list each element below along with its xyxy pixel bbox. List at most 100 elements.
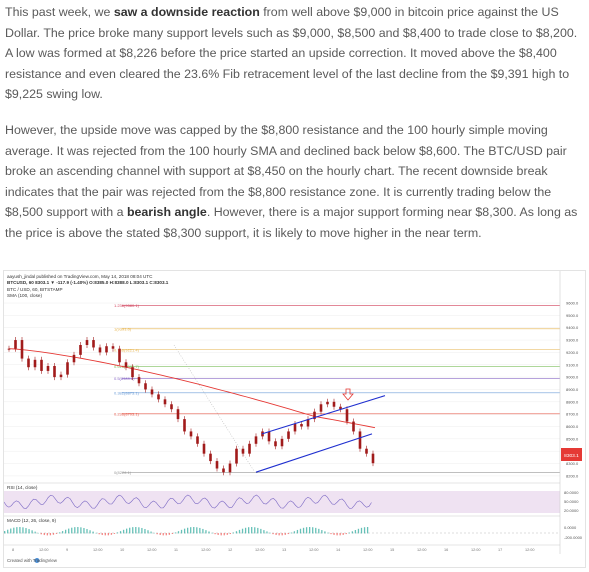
macd-bar [98,533,100,535]
macd-bar [251,527,253,534]
time-tick-label: 12:00 [201,548,211,552]
macd-bar [293,531,296,534]
candle [46,365,50,371]
price-tick-label: 9200.0 [566,350,579,355]
macd-bar [86,529,88,534]
macd-bar [13,527,15,534]
macd-tick-label: -200.0000 [564,535,583,540]
candle [85,340,89,345]
macd-bar [235,531,238,534]
btcusd-chart: aayush_jindal published on TradingView.c… [3,271,583,563]
macd-bar [150,531,152,534]
macd-bar [80,527,82,534]
macd-bar [327,532,329,534]
article-paragraph-1: This past week, we saw a downside reacti… [5,2,585,105]
time-tick-label: 16 [444,548,448,552]
candle [150,389,154,395]
macd-bar [339,533,341,536]
macd-bar [55,533,58,534]
time-tick-label: 12:00 [147,548,157,552]
price-tick-label: 8600.0 [566,424,579,429]
macd-label: MACD (12, 26, close, 9) [7,518,56,523]
macd-bar [144,528,146,534]
macd-bar [220,533,222,536]
macd-bar [122,529,125,534]
macd-bar [25,528,27,534]
candle [7,348,11,350]
candle [79,344,82,355]
time-tick-label: 12:00 [471,548,481,552]
candle [111,346,115,349]
time-tick-label: 9 [66,548,68,552]
macd-bar [37,532,39,534]
text-span: However, the upside move was capped by t… [5,123,567,220]
macd-bar [208,531,210,534]
rsi-line [3,494,372,509]
macd-bar [309,527,311,534]
rsi-tick-label: 50.0000 [564,499,579,504]
price-tick-label: 9300.0 [566,338,579,343]
macd-bar [263,530,265,534]
macd-bar [290,532,292,534]
macd-bar [58,532,61,534]
macd-bar [135,527,137,534]
macd-bar [330,533,332,535]
macd-bar [147,530,149,534]
price-tick-label: 8300.0 [566,461,579,466]
macd-bar [272,533,274,535]
macd-bar [193,527,195,534]
time-tick-label: 12:00 [417,548,427,552]
time-tick-label: 15 [390,548,394,552]
article-paragraph-2: However, the upside move was capped by t… [5,120,585,244]
candle [267,431,271,442]
macd-bar [43,533,45,536]
macd-bar [40,533,42,535]
candle [53,365,56,378]
time-tick-label: 11 [174,548,178,552]
macd-bar [153,532,155,534]
price-tick-label: 9100.0 [566,362,579,367]
price-tick-label: 9400.0 [566,325,579,330]
candle [274,441,277,447]
macd-bar [165,533,167,536]
time-tick-label: 12:00 [255,548,265,552]
candle [215,461,219,469]
candle [144,383,147,390]
macd-bar [174,532,177,534]
macd-bar [348,532,350,534]
macd-bar [187,527,189,534]
candle [98,347,102,353]
time-tick-label: 12:00 [525,548,535,552]
candle [241,448,245,454]
candle [319,404,323,412]
candle [345,409,349,422]
macd-bar [217,533,219,535]
candle [170,404,173,410]
candle [313,411,316,420]
candle [300,424,303,427]
macd-bar [4,531,6,534]
candle [163,399,167,405]
macd-bar [296,529,299,534]
candle [176,409,180,420]
rsi-tick-label: 80.0000 [564,490,579,495]
macd-bar [315,527,317,534]
macd-bar [104,533,106,536]
macd-bar [321,530,323,534]
candle [209,453,212,462]
candle [14,340,17,349]
macd-bar [281,533,283,536]
macd-bar [305,527,308,534]
candle [306,419,310,427]
macd-bar [266,531,268,534]
macd-bar [223,533,225,536]
macd-bar [196,527,198,534]
rsi-label: RSI (14, close) [7,485,38,490]
channel-upper-line [261,395,386,435]
text-span: This past week, we [5,5,114,19]
macd-axis: 0.0000 -200.0000 [564,525,583,540]
tradingview-logo-icon [34,558,40,563]
macd-bar [275,533,277,535]
candle [235,448,238,464]
bars-label: BTC / USD, 60, BITSTAMP [7,287,63,292]
